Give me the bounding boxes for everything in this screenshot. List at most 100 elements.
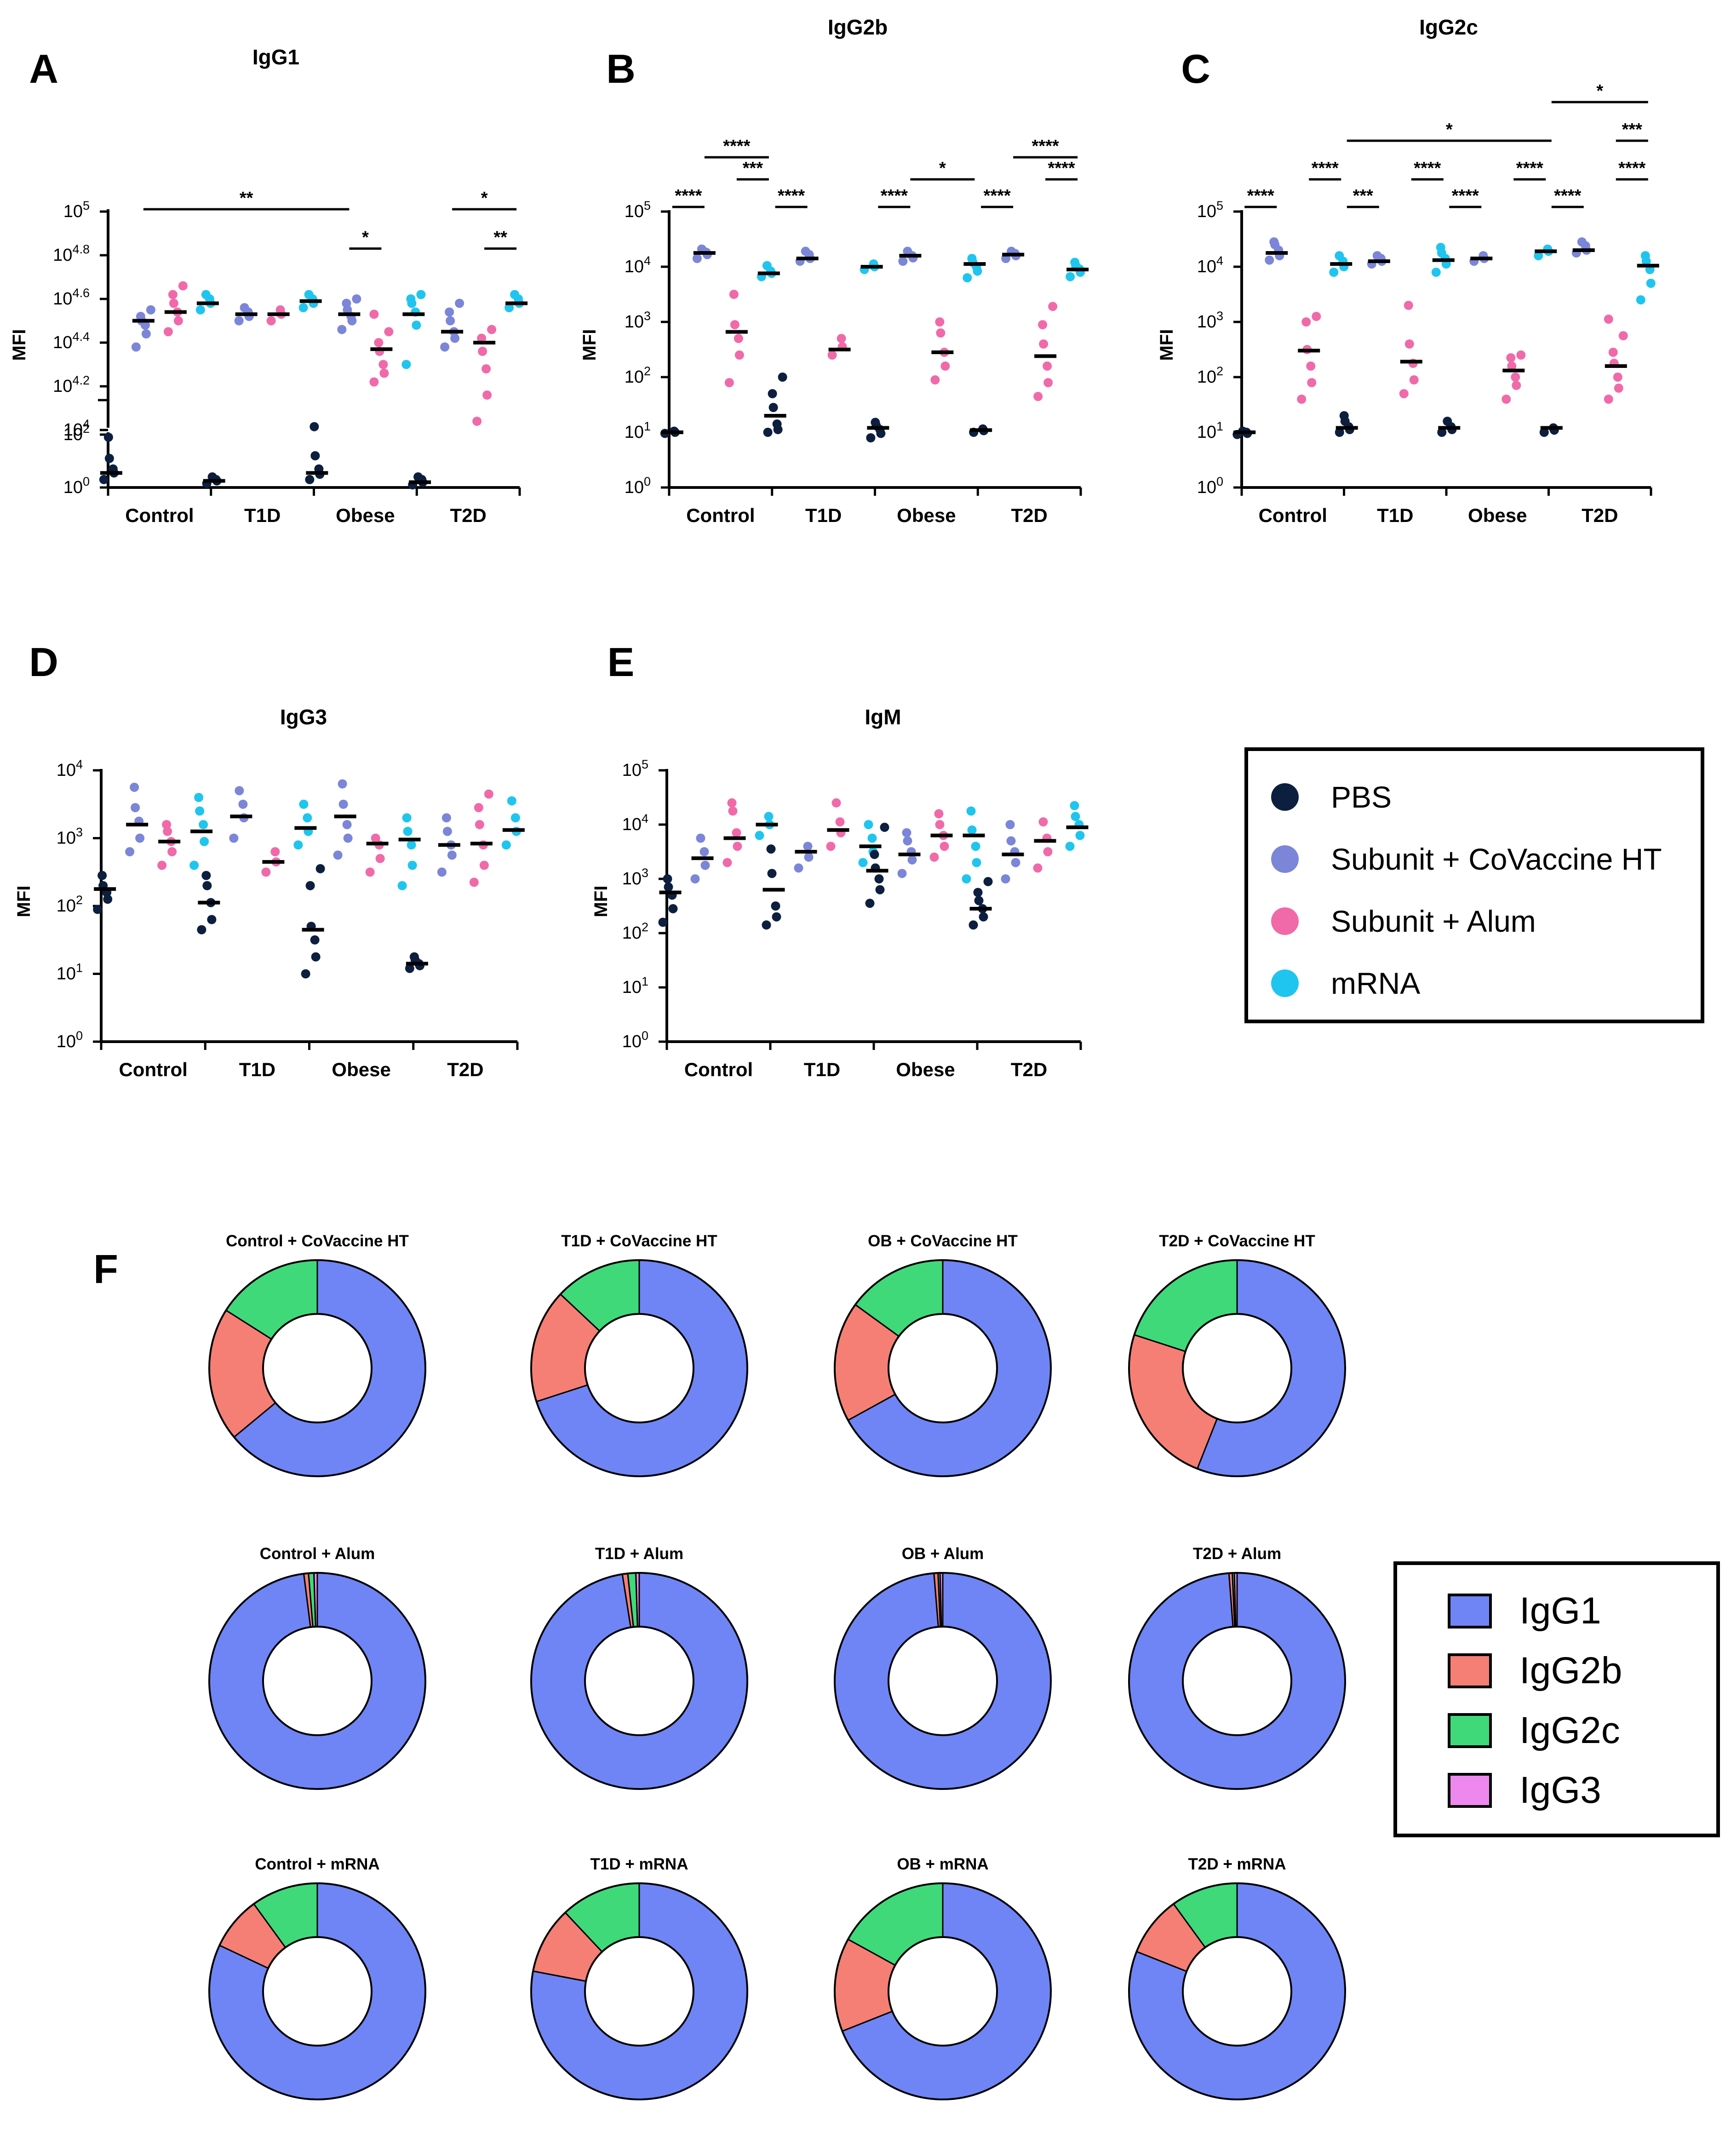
- x-tick-label-control: Control: [125, 505, 194, 526]
- isotype-label-igg3: IgG3: [1519, 1769, 1601, 1811]
- x-tick-label-obese: Obese: [1468, 505, 1527, 526]
- swatch-igg2b: [1448, 1653, 1492, 1688]
- data-point-covaccine: [696, 833, 705, 843]
- data-point-pbs: [1335, 428, 1344, 437]
- y-tick-label: 100: [625, 475, 651, 497]
- data-point-alum: [1511, 373, 1520, 382]
- data-point-covaccine: [690, 874, 700, 883]
- data-point-covaccine: [455, 298, 464, 308]
- data-point-alum: [1614, 384, 1623, 393]
- data-point-pbs: [405, 963, 414, 973]
- panel-letter-d: D: [29, 639, 58, 685]
- data-point-mrna: [407, 840, 416, 850]
- donut-chart: T1D + Alum: [530, 1545, 748, 1790]
- panel-title: IgG2b: [828, 15, 888, 39]
- donut-hole: [888, 1936, 998, 2047]
- legend-label-covaccine: Subunit + CoVaccine HT: [1331, 842, 1662, 876]
- y-tick-label: 105: [622, 757, 648, 780]
- isotype-legend: IgG1 IgG2b IgG2c IgG3: [1393, 1561, 1720, 1837]
- data-point-alum: [1043, 378, 1053, 387]
- x-tick-label-control: Control: [686, 505, 755, 526]
- data-point-alum: [835, 817, 845, 827]
- data-point-pbs: [983, 877, 993, 886]
- data-point-alum: [173, 316, 183, 326]
- data-point-pbs: [768, 403, 778, 412]
- data-point-alum: [1307, 378, 1317, 387]
- data-point-pbs: [413, 472, 423, 482]
- data-point-alum: [162, 820, 172, 829]
- y-tick-label: 102: [57, 893, 83, 916]
- data-point-pbs: [768, 389, 777, 398]
- y-tick-label: 104.4: [53, 330, 90, 352]
- donut-hole: [584, 1936, 694, 2047]
- panel-d: D IgG3 MFI 100 101 102 103 104 Control T1D Obese T2…: [14, 639, 525, 1080]
- data-point-mrna: [407, 860, 417, 870]
- significance-label: *: [939, 159, 946, 178]
- y-tick-label: 100: [57, 1029, 83, 1051]
- data-point-covaccine: [229, 833, 239, 843]
- legend-label-mrna: mRNA: [1331, 966, 1421, 1000]
- data-point-covaccine: [1005, 820, 1015, 829]
- data-point-mrna: [402, 813, 412, 823]
- y-tick-label: 101: [622, 975, 648, 997]
- y-axis-label: MFI: [579, 329, 600, 361]
- data-point-covaccine: [131, 803, 140, 813]
- panel-title: IgG2c: [1419, 15, 1478, 39]
- data-point-covaccine: [333, 850, 343, 860]
- data-point-mrna: [195, 305, 205, 315]
- data-point-covaccine: [1265, 255, 1274, 265]
- y-tick-label: 102: [1197, 364, 1223, 387]
- data-point-mrna: [1636, 295, 1645, 304]
- data-point-covaccine: [234, 316, 244, 326]
- panel-title: IgG1: [252, 45, 299, 69]
- donut-hole: [1182, 1626, 1292, 1736]
- data-point-pbs: [668, 904, 678, 913]
- data-point-covaccine: [897, 869, 907, 878]
- legend-item-alum: Subunit + Alum: [1271, 903, 1536, 940]
- legend-label-alum: Subunit + Alum: [1331, 904, 1536, 938]
- y-tick-label: 103: [622, 866, 648, 889]
- donut-chart: T1D + CoVaccine HT: [530, 1232, 748, 1477]
- swatch-igg3: [1448, 1773, 1492, 1808]
- data-point-alum: [940, 361, 950, 371]
- data-point-pbs: [1539, 428, 1549, 437]
- panel-b: B IgG2b MFI 100 101 102 103 104 105 Control T1D Obe…: [579, 15, 1089, 526]
- data-point-alum: [487, 325, 497, 334]
- data-point-alum: [477, 333, 487, 343]
- data-point-covaccine: [903, 836, 912, 846]
- group-legend: PBS Subunit + CoVaccine HT Subunit + Alu…: [1244, 747, 1704, 1023]
- data-point-pbs: [99, 475, 109, 484]
- data-point-mrna: [762, 261, 772, 270]
- y-tick-label: 104: [1197, 254, 1223, 276]
- data-point-covaccine: [338, 799, 348, 809]
- x-tick-label-t2d: T2D: [1582, 505, 1618, 526]
- donut-chart: Control + mRNA: [208, 1855, 426, 2100]
- donut-hole: [262, 1626, 373, 1736]
- data-point-alum: [275, 305, 285, 315]
- x-tick-label-control: Control: [119, 1059, 187, 1080]
- data-point-mrna: [406, 294, 416, 304]
- data-point-covaccine: [125, 847, 135, 856]
- data-point-pbs: [301, 969, 310, 979]
- data-point-alum: [369, 310, 379, 319]
- x-tick-label-obese: Obese: [332, 1059, 390, 1080]
- data-point-alum: [831, 798, 841, 808]
- data-point-mrna: [967, 254, 977, 263]
- panel-letter-b: B: [606, 46, 636, 92]
- data-point-alum: [168, 290, 178, 299]
- data-point-pbs: [969, 920, 978, 930]
- y-tick-label: 100: [622, 1029, 648, 1051]
- data-point-alum: [469, 877, 479, 887]
- donut-outer-ring: [1128, 1259, 1346, 1477]
- donut-title: T2D + mRNA: [1188, 1855, 1286, 1873]
- data-point-mrna: [504, 303, 514, 312]
- significance-label: ****: [1554, 186, 1581, 206]
- data-point-mrna: [303, 813, 312, 823]
- significance-label: ****: [1247, 186, 1274, 206]
- donut-title: T1D + mRNA: [590, 1855, 688, 1873]
- data-point-covaccine: [1372, 251, 1382, 260]
- y-tick-label: 104.6: [53, 286, 90, 309]
- data-point-covaccine: [1001, 874, 1010, 883]
- data-point-mrna: [397, 881, 407, 890]
- significance-label: ****: [778, 186, 805, 206]
